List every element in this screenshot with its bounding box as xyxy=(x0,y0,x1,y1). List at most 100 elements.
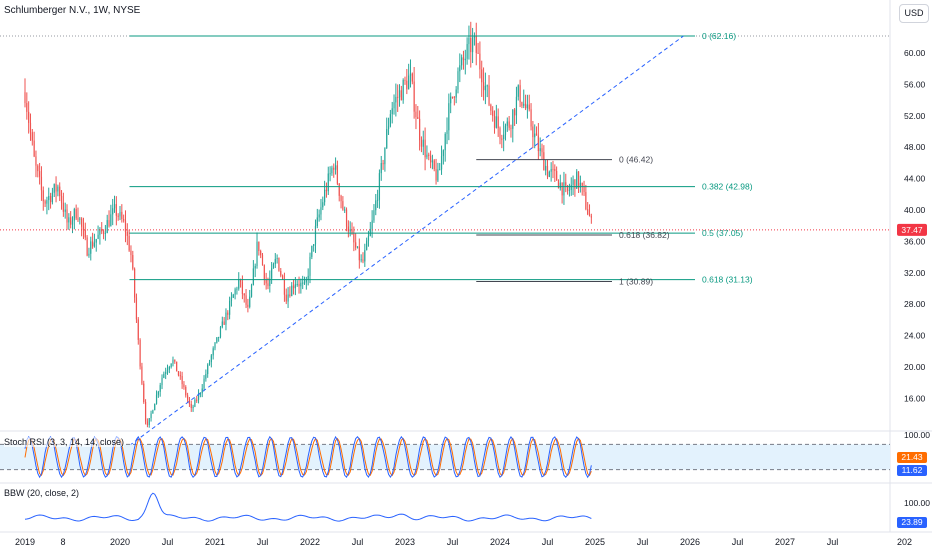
candle-body xyxy=(108,220,110,227)
bbw-label[interactable]: BBW (20, close, 2) xyxy=(4,488,80,498)
candle-body xyxy=(104,232,106,234)
candle-body xyxy=(278,258,280,272)
candle-body xyxy=(234,289,236,295)
candle-body xyxy=(508,121,510,128)
fib-ext-label: 0.618 (36.82) xyxy=(619,230,670,240)
candle-body xyxy=(526,104,529,109)
y-tick-label: 60.00 xyxy=(904,48,926,58)
candle-body xyxy=(37,165,39,172)
candle-body xyxy=(66,209,68,223)
candle-body xyxy=(587,209,589,215)
candle-body xyxy=(146,421,149,425)
candle-body xyxy=(376,199,379,201)
candle-body xyxy=(371,220,373,229)
candle-body xyxy=(168,367,170,370)
candle-body xyxy=(144,401,147,422)
currency-button[interactable]: USD xyxy=(899,4,929,23)
candle-body xyxy=(99,228,101,235)
candle-body xyxy=(369,228,371,236)
candle-body xyxy=(135,297,138,320)
x-tick-label: Jul xyxy=(162,537,174,547)
candle-body xyxy=(274,258,276,265)
candle-body xyxy=(386,129,388,148)
stoch-rsi-label[interactable]: Stoch RSI (3, 3, 14, 14, close) xyxy=(4,437,125,447)
candle-body xyxy=(495,116,497,128)
candle-body xyxy=(121,211,123,220)
candle-body xyxy=(356,246,359,248)
candle-body xyxy=(528,104,530,110)
candle-body xyxy=(91,241,94,247)
candle-body xyxy=(124,220,127,232)
candle-body xyxy=(398,90,401,98)
y-tick-label: 24.00 xyxy=(904,331,926,341)
candle-body xyxy=(132,255,134,269)
candle-body xyxy=(60,196,63,203)
stoch-band xyxy=(0,444,890,470)
candle-body xyxy=(316,217,318,226)
candle-body xyxy=(62,202,64,212)
candle-body xyxy=(75,208,77,219)
candle-body xyxy=(455,89,457,98)
candle-body xyxy=(548,171,550,177)
candle-body xyxy=(353,233,355,243)
candle-body xyxy=(559,182,561,189)
x-tick-label: Jul xyxy=(352,537,364,547)
candle-body xyxy=(563,182,565,196)
candle-body xyxy=(232,294,234,298)
candle-body xyxy=(276,258,278,260)
candle-body xyxy=(208,362,211,365)
candle-body xyxy=(183,384,185,388)
candle-body xyxy=(581,182,583,186)
candle-body xyxy=(71,220,74,225)
candle-body xyxy=(296,284,298,286)
candle-body xyxy=(84,230,86,238)
candle-body xyxy=(402,79,404,101)
candle-body xyxy=(137,319,139,340)
candle-body xyxy=(340,195,342,202)
y-tick-label: 20.00 xyxy=(904,362,926,372)
candle-body xyxy=(497,116,499,129)
candle-body xyxy=(298,284,300,287)
candle-body xyxy=(384,147,386,165)
candle-body xyxy=(141,366,143,384)
x-tick-label: 2019 xyxy=(15,537,35,547)
candle-body xyxy=(492,110,494,117)
candle-body xyxy=(48,195,50,201)
candle-body xyxy=(411,73,413,82)
candle-body xyxy=(433,160,435,170)
candle-body xyxy=(218,336,220,338)
candle-body xyxy=(249,296,251,307)
candle-body xyxy=(82,226,85,231)
y-tick-label: 52.00 xyxy=(904,111,926,121)
candle-body xyxy=(117,215,119,217)
candle-body xyxy=(64,209,66,212)
candle-body xyxy=(523,103,525,106)
fib-ext-label: 0 (46.42) xyxy=(619,155,653,165)
candle-body xyxy=(86,237,88,256)
x-tick-label: 2022 xyxy=(300,537,320,547)
candle-body xyxy=(501,138,503,140)
candle-body xyxy=(546,165,549,177)
candle-body xyxy=(207,364,209,375)
candle-body xyxy=(77,218,79,220)
candle-body xyxy=(281,275,284,280)
fib-level-label: 0.5 (37.05) xyxy=(702,228,743,238)
candle-body xyxy=(26,103,28,112)
candle-body xyxy=(90,241,92,254)
candle-body xyxy=(283,279,286,295)
candle-body xyxy=(205,374,207,379)
candle-body xyxy=(73,208,75,221)
candle-body xyxy=(462,57,465,61)
candle-body xyxy=(163,373,165,378)
candle-body xyxy=(148,418,150,425)
stoch-d-badge xyxy=(897,452,927,463)
x-tick-label: Jul xyxy=(637,537,649,547)
candle-body xyxy=(261,255,264,266)
x-tick-label: Jul xyxy=(732,537,744,547)
candle-body xyxy=(291,285,293,297)
bbw-line xyxy=(24,492,592,522)
candle-body xyxy=(493,116,496,128)
bbw-badge xyxy=(897,517,927,528)
candle-body xyxy=(287,294,289,302)
